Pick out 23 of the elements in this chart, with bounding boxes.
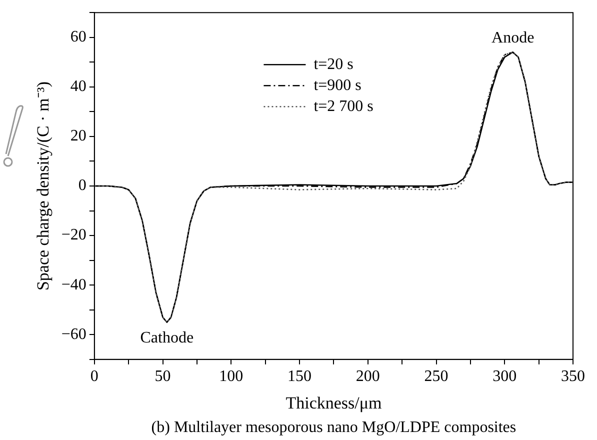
legend-label: t=900 s xyxy=(314,76,362,94)
y-tick-label: −40 xyxy=(61,276,86,294)
x-tick-label: 250 xyxy=(424,368,448,386)
legend-label: t=2 700 s xyxy=(314,98,374,115)
annotation: Anode xyxy=(492,29,534,46)
x-tick-label: 200 xyxy=(356,368,380,386)
y-tick-label: 60 xyxy=(70,28,86,46)
y-tick-label: −20 xyxy=(61,226,86,244)
x-tick-label: 50 xyxy=(154,368,171,386)
y-tick-label: −60 xyxy=(61,326,86,343)
x-tick-label: 100 xyxy=(219,368,244,386)
x-tick-label: 150 xyxy=(288,368,312,386)
x-tick-label: 350 xyxy=(561,368,585,386)
y-tick-label: 40 xyxy=(70,78,86,96)
x-axis-title: Thickness/μm xyxy=(286,393,382,412)
annotation: Cathode xyxy=(140,329,194,346)
y-tick-label: 20 xyxy=(70,128,86,145)
x-tick-label: 0 xyxy=(90,368,98,386)
text: (b) Multilayer mesoporous nano MgO/LDPE composites xyxy=(151,419,516,436)
x-tick-label: 300 xyxy=(492,368,517,386)
legend-label: t=20 s xyxy=(314,56,354,73)
y-axis-title: Space charge density/(C · m⁻³) xyxy=(34,81,53,291)
y-tick-label: 0 xyxy=(78,177,86,194)
